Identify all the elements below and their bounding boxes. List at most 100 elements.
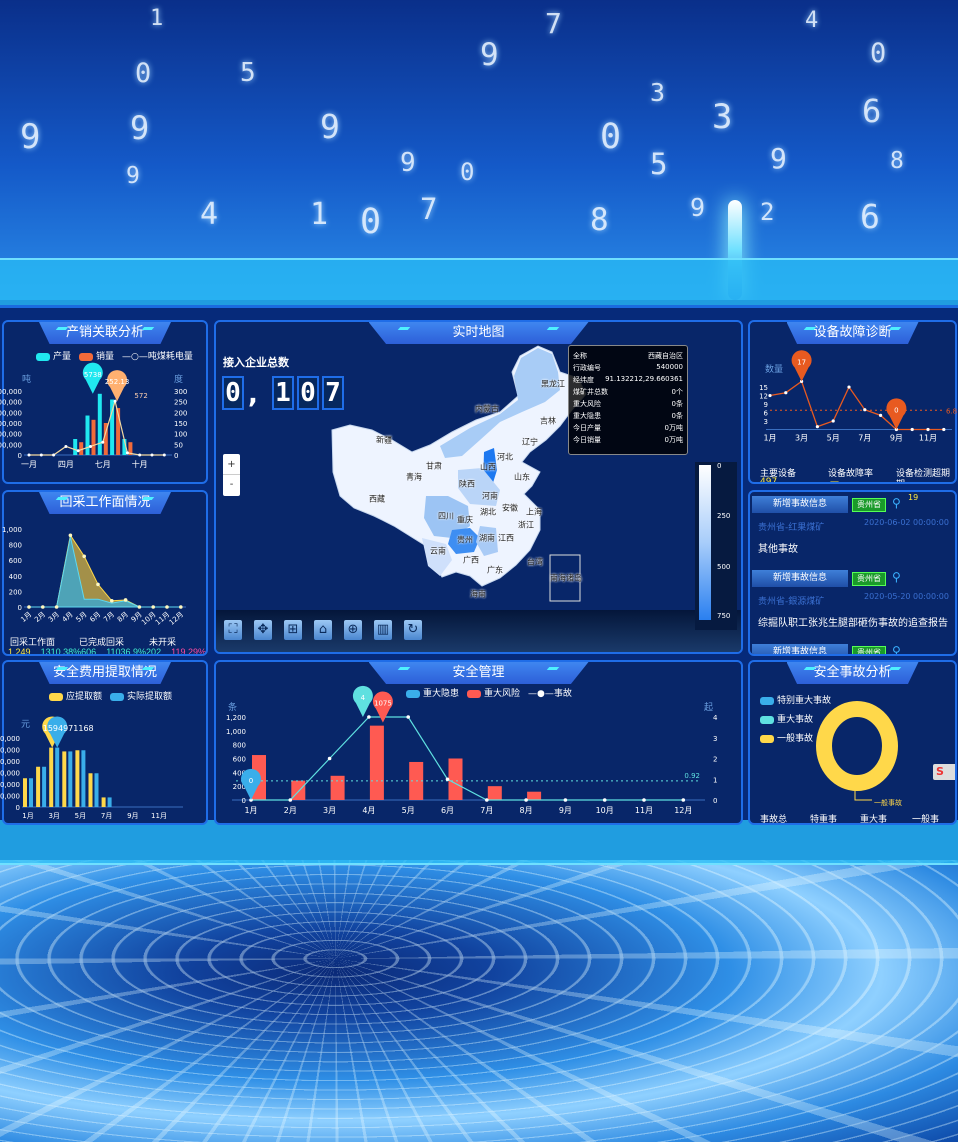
incident-item[interactable]: 新增事故信息 贵州省 ⚲ [752,644,952,656]
province-label[interactable]: 黑龙江 [541,379,565,389]
province-label[interactable]: 辽宁 [522,437,538,447]
province-label[interactable]: 浙江 [518,520,534,530]
location-pin-icon[interactable]: ⚲ [892,496,901,510]
add-incident-button[interactable]: 新增事故信息 [752,570,848,587]
province-label[interactable]: 山东 [514,472,530,482]
add-incident-button[interactable]: 新增事故信息 [752,496,848,513]
axis-unit: 度 [174,375,184,385]
stat-label: 未开采 [149,638,177,648]
province-label[interactable]: 重庆 [457,515,473,525]
scale-gradient-bar[interactable] [699,465,711,620]
location-pin-icon[interactable]: ⚲ [892,644,901,656]
map-region-sichuan[interactable] [424,496,470,538]
province-label[interactable]: 山西 [480,462,496,472]
visual-map-scale: 0 250 500 750 [695,462,737,630]
legend-item[interactable]: 应提取额 [49,689,102,702]
province-label[interactable]: 上海 [526,507,542,517]
tooltip-value: 91.132212,29.660361 [605,375,683,383]
stat-value: 1310.38%606 [40,647,97,656]
collapse-icon[interactable]: ⊞ [284,620,302,640]
tooltip-key: 行政编号 [573,364,601,372]
legend-item[interactable]: 特别重大事故 [760,692,831,711]
legend-item[interactable]: —○—吨煤耗电量 [122,352,193,362]
stat-label: 特重事 [810,815,838,825]
province-tag[interactable]: 贵州省 [852,572,886,586]
input-method-icon[interactable]: S [933,764,955,780]
map-bag-icon[interactable]: ⌂ [314,620,332,640]
building-icon[interactable]: ▥ [374,620,392,640]
province-label[interactable]: 广东 [487,565,503,575]
legend-item[interactable]: 重大隐患 [406,686,459,699]
map-region-shaanxi-henan[interactable] [458,468,500,506]
incident-item[interactable]: 新增事故信息 贵州省 ⚲ 贵州省-銀源煤矿 2020-05-20 00:00:00 综掘队… [752,570,952,642]
province-label[interactable]: 广西 [463,555,479,565]
legend-item[interactable]: 重大事故 [760,711,831,730]
counter-digit: 7 [322,376,344,410]
province-tag[interactable]: 贵州省 [852,498,886,512]
mine-name[interactable]: 贵州省-銀源煤矿 [758,597,825,607]
legend-item[interactable]: 产量 [36,349,71,362]
mine-name[interactable]: 贵州省-红果煤矿 [758,523,825,533]
legend-item[interactable]: —●—事故 [528,689,572,699]
chart-legend: 应提取额 实际提取额 [49,689,172,702]
map-region-inner-mongolia[interactable] [440,348,560,458]
province-label[interactable]: 安徽 [502,503,518,513]
map-region-yunnan[interactable] [422,538,452,576]
stat-value: 1,249 [8,647,31,656]
legend-item[interactable]: 销量 [79,349,114,362]
province-label[interactable]: 西藏 [369,494,385,504]
province-label[interactable]: 河北 [497,452,513,462]
province-label[interactable]: 贵州 [457,535,473,545]
province-label[interactable]: 湖南 [479,533,495,543]
stat-values-row: 1,249 1310.38%606 11036.9%202 119.29% [8,647,206,656]
province-label[interactable]: 云南 [430,546,446,556]
background-digit: 6 [862,92,882,130]
province-label[interactable]: 青海 [406,472,422,482]
background-digit: 1 [310,197,329,232]
province-label[interactable]: 台湾 [527,557,543,567]
incident-count-badge: 19 [908,493,919,502]
background-digit: 5 [240,58,256,88]
globe-icon[interactable]: ⊕ [344,620,362,640]
zoom-out-button[interactable]: - [229,479,234,490]
location-pin-icon[interactable]: ⚲ [892,570,901,584]
fullscreen-icon[interactable]: ⛶ [224,620,242,640]
province-label[interactable]: 河南 [482,491,498,501]
map-region-guizhou[interactable] [448,528,480,554]
add-incident-button[interactable]: 新增事故信息 [752,644,848,654]
background-digit: 9 [480,37,499,73]
incident-item[interactable]: 新增事故信息 贵州省 ⚲ 贵州省-红果煤矿 2020-06-02 00:00:00 其他事… [752,496,952,568]
background-digit: 4 [200,197,219,232]
province-label[interactable]: 吉林 [540,416,556,426]
incident-list-panel[interactable]: 新增事故信息 贵州省 ⚲ 贵州省-红果煤矿 2020-06-02 00:00:00 其他事… [748,490,957,656]
background-digit: 0 [600,117,622,157]
province-label[interactable]: 新疆 [376,435,392,445]
map-region-hunan[interactable] [476,526,498,556]
province-label[interactable]: 内蒙古 [475,404,499,414]
stat-value: — [830,477,839,484]
background-digit: 7 [545,7,562,40]
province-label[interactable]: 江西 [498,533,514,543]
stat-label: 已完成回采 [79,638,125,648]
province-label[interactable]: 四川 [438,511,454,521]
zoom-in-button[interactable]: + [223,454,240,475]
axis-unit: 条 [228,703,238,713]
province-label[interactable]: 陕西 [459,479,475,489]
province-label[interactable]: 甘肃 [426,461,442,471]
legend-item[interactable]: 实际提取额 [110,689,172,702]
legend-item[interactable]: 一般事故 [760,730,831,749]
province-label[interactable]: 湖北 [480,507,496,517]
province-label[interactable]: 南海诸岛 [550,573,582,583]
background-digit: 9 [690,193,706,222]
tooltip-row: 重大风险 0条 [573,399,683,411]
background-digit: 6 [860,197,880,236]
province-label[interactable]: 海南 [470,589,486,599]
expand-icon[interactable]: ✥ [254,620,272,640]
legend-item[interactable]: 重大风险 [467,686,520,699]
background-digit: 0 [460,158,475,186]
south-china-sea-inset [549,554,581,602]
province-tag[interactable]: 贵州省 [852,646,886,654]
refresh-icon[interactable]: ↻ [404,620,422,640]
